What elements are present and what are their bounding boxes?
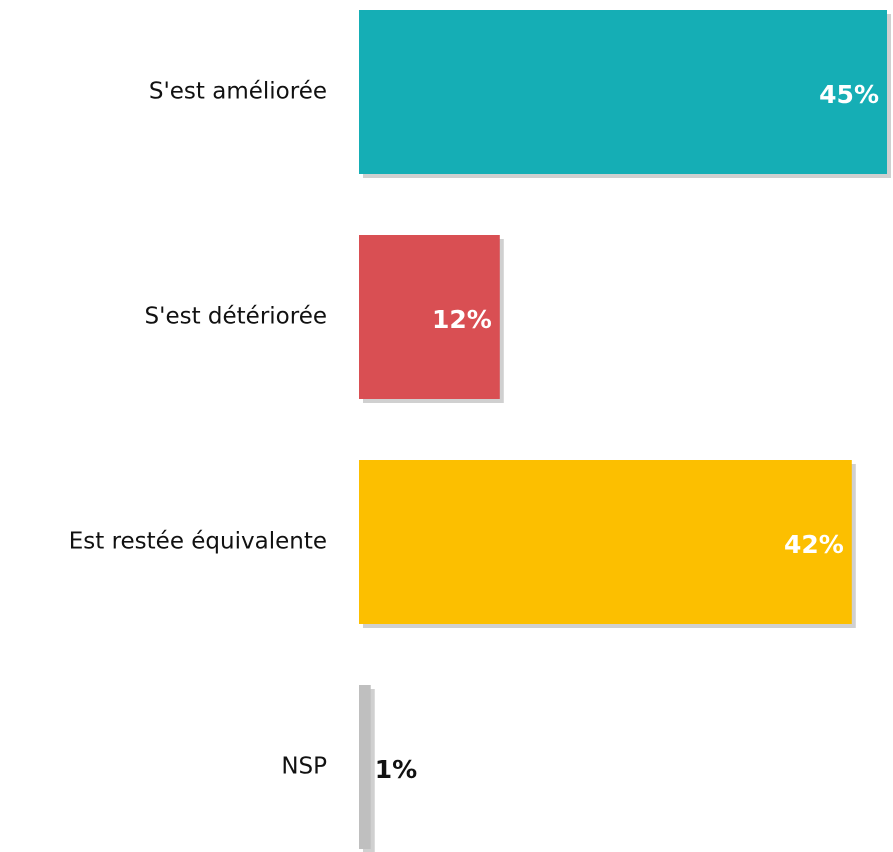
bar	[359, 235, 500, 399]
value-label: 45%	[819, 80, 879, 109]
bar	[359, 460, 852, 624]
value-label: 42%	[784, 530, 844, 559]
value-label: 12%	[432, 305, 492, 334]
category-label: S'est détériorée	[145, 304, 327, 330]
category-label: NSP	[281, 754, 327, 780]
category-label: Est restée équivalente	[69, 529, 327, 555]
category-label: S'est améliorée	[149, 79, 327, 105]
bar	[359, 10, 887, 174]
value-label: 1%	[375, 755, 417, 784]
bar	[359, 685, 371, 849]
